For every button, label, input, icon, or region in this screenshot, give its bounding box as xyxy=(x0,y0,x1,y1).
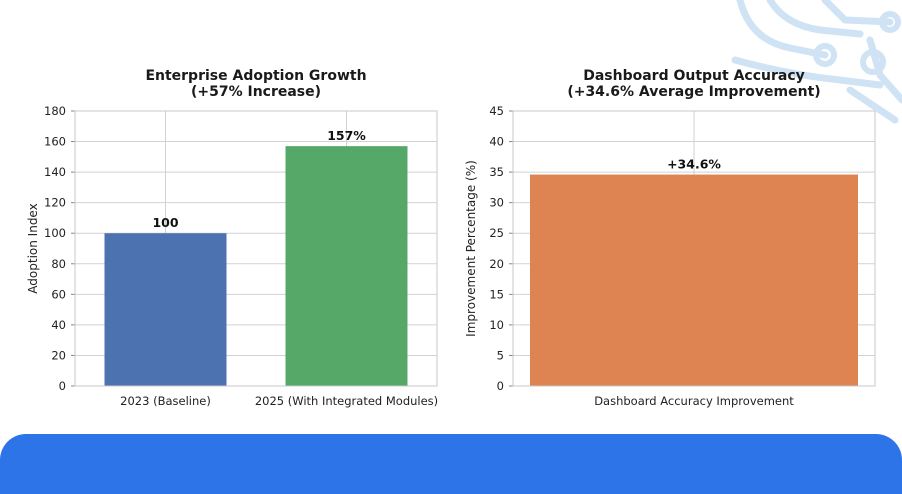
y-tick-label: 10 xyxy=(489,318,504,332)
y-tick-label: 40 xyxy=(51,318,66,332)
y-tick-label: 0 xyxy=(59,379,66,393)
y-tick-label: 25 xyxy=(489,226,504,240)
y-tick-label: 30 xyxy=(489,196,504,210)
data-label: 100 xyxy=(152,215,178,230)
plot-frame xyxy=(74,110,438,387)
chart-title-line2: (+34.6% Average Improvement) xyxy=(567,84,820,100)
y-tick-label: 35 xyxy=(489,165,504,179)
data-label: 157% xyxy=(327,128,366,143)
y-tick-label: 40 xyxy=(489,135,504,149)
bar-1 xyxy=(285,146,408,386)
y-tick-label: 60 xyxy=(51,287,66,301)
chart-dashboard-accuracy: Dashboard Output Accuracy(+34.6% Average… xyxy=(464,68,876,408)
chart-title-line2: (+57% Increase) xyxy=(191,84,321,100)
charts-canvas: Enterprise Adoption Growth(+57% Increase… xyxy=(26,68,876,408)
y-tick-label: 5 xyxy=(497,348,504,362)
y-tick-label: 180 xyxy=(44,104,66,118)
x-tick-label: 2025 (With Integrated Modules) xyxy=(255,394,438,408)
y-tick-label: 160 xyxy=(44,135,66,149)
y-tick-label: 100 xyxy=(44,226,66,240)
y-tick-label: 80 xyxy=(51,257,66,271)
y-tick-label: 140 xyxy=(44,165,66,179)
chart-title-line1: Enterprise Adoption Growth xyxy=(145,68,366,84)
y-tick-label: 15 xyxy=(489,287,504,301)
y-tick-label: 20 xyxy=(51,348,66,362)
bottom-banner xyxy=(0,434,902,494)
y-axis-label: Improvement Percentage (%) xyxy=(464,160,478,337)
y-tick-label: 20 xyxy=(489,257,504,271)
bar-0 xyxy=(530,174,858,386)
x-tick-label: Dashboard Accuracy Improvement xyxy=(594,394,794,408)
chart-adoption-growth: Enterprise Adoption Growth(+57% Increase… xyxy=(26,68,438,408)
x-tick-label: 2023 (Baseline) xyxy=(120,394,211,408)
chart-title-line1: Dashboard Output Accuracy xyxy=(583,68,805,84)
y-tick-label: 0 xyxy=(497,379,504,393)
y-axis-label: Adoption Index xyxy=(26,203,40,293)
y-tick-label: 120 xyxy=(44,196,66,210)
circuit-decoration xyxy=(731,0,902,124)
plot-frame xyxy=(512,110,876,387)
data-label: +34.6% xyxy=(667,157,721,172)
y-tick-label: 45 xyxy=(489,104,504,118)
bar-0 xyxy=(104,233,227,386)
